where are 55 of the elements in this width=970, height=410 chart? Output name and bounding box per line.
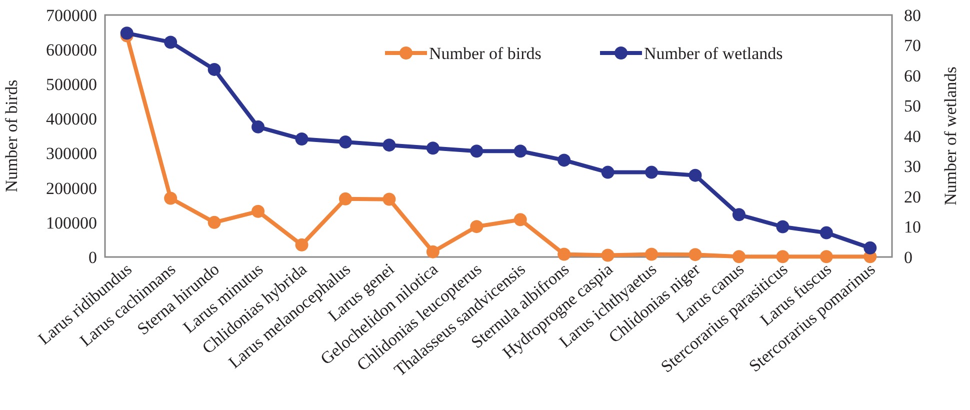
point: [732, 250, 746, 264]
point: [382, 192, 396, 206]
y-tick-label: 0: [88, 248, 97, 267]
point: [382, 138, 396, 152]
point: [688, 168, 702, 182]
y2-tick-label: 30: [904, 157, 921, 176]
point: [601, 166, 614, 179]
point: [558, 154, 571, 167]
y2-tick-label: 80: [904, 6, 921, 25]
point: [558, 248, 571, 261]
point: [688, 248, 702, 262]
y2-tick-label: 60: [904, 66, 921, 86]
point: [645, 166, 658, 179]
y2-tick-label: 40: [904, 126, 921, 146]
point: [252, 120, 265, 134]
legend-label: Number of wetlands: [644, 44, 783, 63]
point: [208, 62, 221, 76]
y2-tick-label: 70: [904, 36, 921, 56]
point: [732, 208, 746, 222]
y2-tick-label: 10: [904, 218, 921, 237]
point: [470, 220, 484, 234]
point: [164, 192, 178, 205]
y2-tick-label: 0: [904, 248, 912, 267]
point: [120, 26, 134, 40]
point: [514, 213, 527, 226]
point: [514, 144, 527, 158]
point: [601, 248, 614, 262]
y-tick-label: 300000: [46, 144, 97, 164]
point: [338, 136, 352, 149]
point: [426, 142, 440, 155]
point: [776, 250, 790, 264]
point: [864, 241, 877, 254]
point: [295, 238, 308, 252]
point: [776, 220, 790, 234]
point: [338, 192, 352, 206]
point: [164, 36, 178, 49]
y-tick-label: 500000: [46, 75, 97, 94]
point: [820, 226, 833, 240]
point: [470, 144, 484, 158]
y2-tick-label: 50: [904, 96, 921, 116]
y-tick-label: 400000: [46, 110, 97, 129]
y-tick-label: 200000: [46, 178, 97, 198]
y-tick-label: 100000: [46, 213, 97, 232]
point: [252, 204, 265, 218]
y2-axis-title: Number of wetlands: [941, 66, 960, 206]
point: [426, 245, 440, 258]
y2-tick-label: 20: [904, 187, 921, 206]
y-axis-title: Number of birds: [2, 80, 21, 192]
y-tick-label: 600000: [46, 40, 97, 60]
point: [295, 132, 308, 146]
y-tick-label: 700000: [46, 6, 97, 25]
point: [820, 250, 833, 264]
legend-label: Number of birds: [429, 44, 542, 63]
point: [208, 216, 221, 229]
point: [645, 248, 658, 261]
